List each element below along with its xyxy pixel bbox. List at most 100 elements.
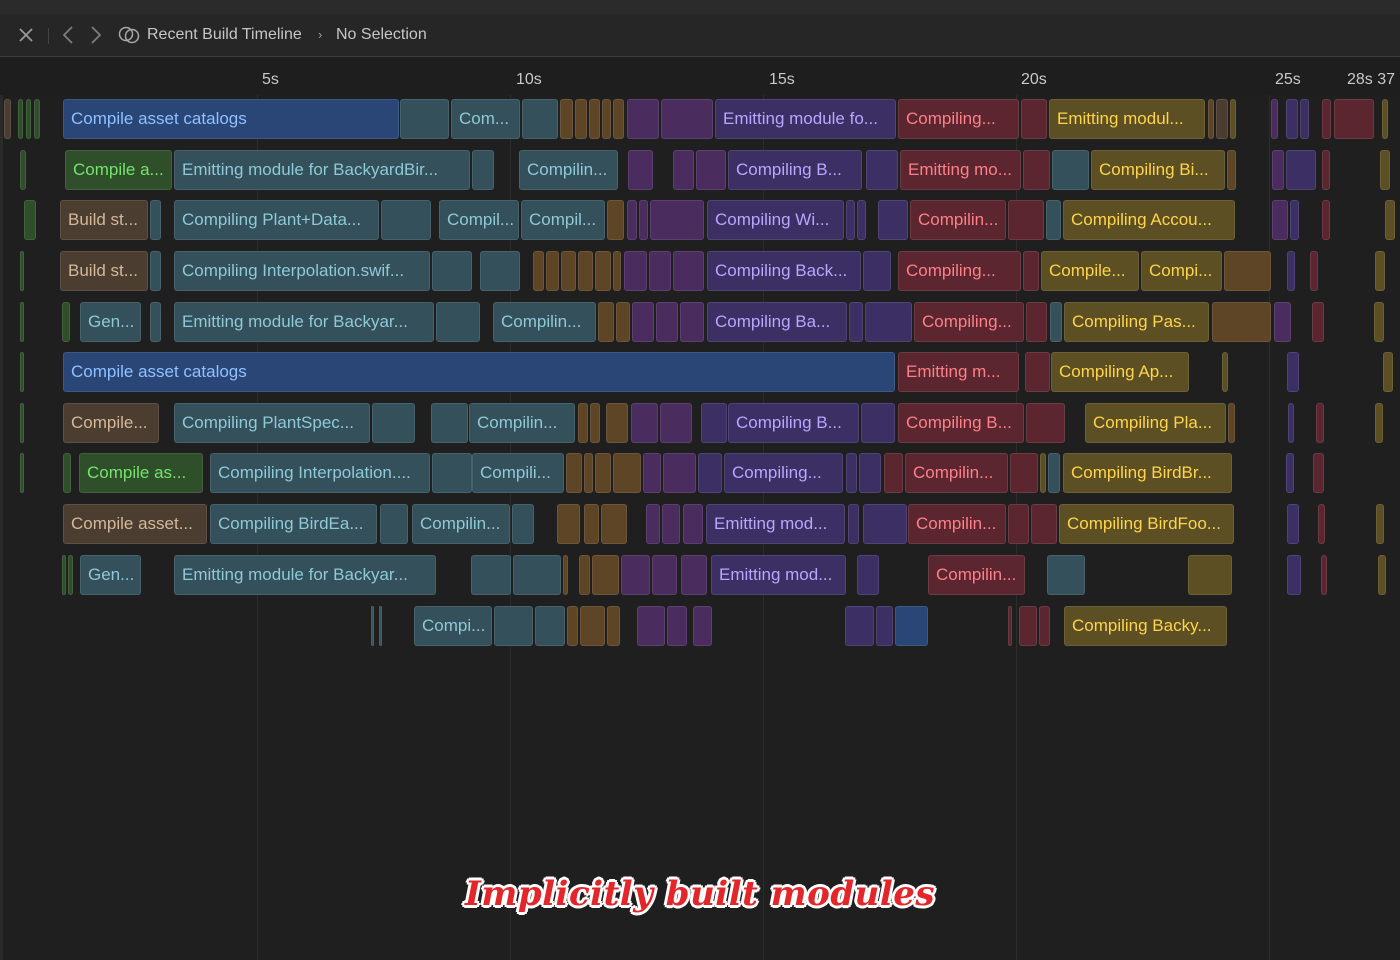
timeline-task-bar[interactable]: Emitting module for Backyar...	[174, 555, 436, 595]
timeline-task-bar[interactable]	[379, 606, 382, 646]
timeline-task-bar[interactable]	[557, 504, 580, 544]
timeline-task-bar[interactable]: Compil...	[521, 200, 605, 240]
timeline-task-bar[interactable]: Compiling...	[914, 302, 1024, 342]
timeline-task-bar[interactable]	[1008, 606, 1012, 646]
timeline-task-bar[interactable]: Emitting mod...	[706, 504, 845, 544]
timeline-task-bar[interactable]	[380, 504, 408, 544]
timeline-task-bar[interactable]	[1316, 403, 1324, 443]
timeline-task-bar[interactable]	[580, 606, 605, 646]
timeline-task-bar[interactable]	[863, 251, 891, 291]
timeline-task-bar[interactable]	[592, 555, 619, 595]
timeline-task-bar[interactable]	[432, 251, 472, 291]
timeline-task-bar[interactable]: Compiling...	[898, 251, 1021, 291]
timeline-task-bar[interactable]	[1322, 99, 1331, 139]
timeline-task-bar[interactable]	[1290, 200, 1299, 240]
timeline-task-bar[interactable]	[680, 302, 704, 342]
timeline-task-bar[interactable]	[150, 200, 161, 240]
timeline-task-bar[interactable]	[567, 606, 578, 646]
timeline-task-bar[interactable]	[1023, 251, 1039, 291]
timeline-task-bar[interactable]: Compiling B...	[898, 403, 1024, 443]
timeline-task-bar[interactable]	[575, 99, 587, 139]
timeline-task-bar[interactable]	[1050, 302, 1062, 342]
timeline-task-bar[interactable]: Compiling Pas...	[1064, 302, 1209, 342]
timeline-task-bar[interactable]: Emitting module for Backyar...	[174, 302, 434, 342]
timeline-task-bar[interactable]	[1216, 99, 1228, 139]
timeline-task-bar[interactable]	[866, 150, 898, 190]
timeline-task-bar[interactable]	[4, 99, 11, 139]
timeline-task-bar[interactable]	[63, 453, 71, 493]
timeline-task-bar[interactable]	[1188, 555, 1232, 595]
timeline-task-bar[interactable]: Compi...	[1141, 251, 1222, 291]
timeline-task-bar[interactable]	[522, 99, 558, 139]
timeline-task-bar[interactable]: Compilin...	[905, 453, 1008, 493]
timeline-task-bar[interactable]	[560, 99, 573, 139]
timeline-task-bar[interactable]	[848, 504, 859, 544]
timeline-task-bar[interactable]	[656, 302, 678, 342]
timeline-task-bar[interactable]	[661, 99, 713, 139]
timeline-task-bar[interactable]	[1040, 453, 1046, 493]
timeline-task-bar[interactable]: Compile...	[63, 403, 159, 443]
timeline-task-bar[interactable]: Build st...	[60, 200, 148, 240]
timeline-task-bar[interactable]	[512, 504, 534, 544]
timeline-task-bar[interactable]: Gen...	[80, 555, 141, 595]
timeline-task-bar[interactable]	[1025, 352, 1050, 392]
timeline-task-bar[interactable]	[639, 200, 648, 240]
timeline-task-bar[interactable]	[616, 302, 630, 342]
breadcrumb-title[interactable]: Recent Build Timeline	[147, 26, 302, 43]
timeline-task-bar[interactable]	[1047, 555, 1085, 595]
timeline-task-bar[interactable]	[1310, 251, 1318, 291]
timeline-task-bar[interactable]	[857, 200, 866, 240]
timeline-task-bar[interactable]	[1212, 302, 1271, 342]
timeline-task-bar[interactable]: Compile asset catalogs	[63, 352, 895, 392]
timeline-task-bar[interactable]: Compilin...	[908, 504, 1006, 544]
timeline-task-bar[interactable]: Compilin...	[412, 504, 510, 544]
timeline-task-bar[interactable]	[601, 504, 627, 544]
timeline-task-bar[interactable]	[1046, 200, 1061, 240]
timeline-task-bar[interactable]	[662, 504, 680, 544]
timeline-task-bar[interactable]	[20, 403, 24, 443]
timeline-task-bar[interactable]	[857, 555, 879, 595]
timeline-task-bar[interactable]	[1026, 403, 1065, 443]
timeline-task-bar[interactable]	[20, 453, 24, 493]
timeline-task-bar[interactable]: Compiling Ap...	[1051, 352, 1189, 392]
timeline-task-bar[interactable]: Emitting modul...	[1049, 99, 1205, 139]
timeline-task-bar[interactable]	[865, 302, 912, 342]
timeline-task-bar[interactable]: Compiling Pla...	[1085, 403, 1226, 443]
timeline-task-bar[interactable]	[578, 251, 593, 291]
timeline-task-bar[interactable]	[579, 555, 590, 595]
timeline-task-bar[interactable]	[1374, 302, 1384, 342]
timeline-task-bar[interactable]	[1288, 403, 1294, 443]
timeline-task-bar[interactable]	[1287, 251, 1295, 291]
timeline-task-bar[interactable]	[643, 453, 661, 493]
timeline-task-bar[interactable]	[1318, 504, 1325, 544]
timeline-task-bar[interactable]	[696, 150, 726, 190]
timeline-task-bar[interactable]	[20, 251, 24, 291]
timeline-task-bar[interactable]	[371, 606, 374, 646]
timeline-task-bar[interactable]: Build st...	[60, 251, 148, 291]
timeline-task-bar[interactable]: Emitting module for BackyardBir...	[174, 150, 470, 190]
timeline-task-bar[interactable]	[432, 453, 472, 493]
build-timeline[interactable]: Compile asset catalogs Com... Emitting m…	[0, 95, 1400, 655]
timeline-task-bar[interactable]	[513, 555, 561, 595]
timeline-task-bar[interactable]: Compile...	[1041, 251, 1139, 291]
timeline-task-bar[interactable]	[846, 200, 855, 240]
timeline-task-bar[interactable]: Compiling Interpolation.swif...	[174, 251, 430, 291]
timeline-task-bar[interactable]	[20, 302, 24, 342]
timeline-task-bar[interactable]	[372, 403, 415, 443]
timeline-task-bar[interactable]: Compi...	[414, 606, 492, 646]
timeline-task-bar[interactable]: Compiling B...	[728, 403, 859, 443]
timeline-task-bar[interactable]: Compiling BirdBr...	[1063, 453, 1232, 493]
timeline-task-bar[interactable]	[1287, 555, 1301, 595]
timeline-task-bar[interactable]	[652, 555, 677, 595]
timeline-task-bar[interactable]	[1222, 352, 1228, 392]
timeline-task-bar[interactable]: Compiling Bi...	[1091, 150, 1225, 190]
timeline-task-bar[interactable]	[480, 251, 520, 291]
timeline-task-bar[interactable]	[1287, 352, 1299, 392]
timeline-task-bar[interactable]	[646, 504, 660, 544]
timeline-task-bar[interactable]	[1228, 403, 1235, 443]
timeline-task-bar[interactable]	[859, 453, 881, 493]
timeline-task-bar[interactable]	[150, 251, 161, 291]
timeline-task-bar[interactable]	[1019, 606, 1037, 646]
timeline-task-bar[interactable]: Compile asset catalogs	[63, 99, 399, 139]
timeline-task-bar[interactable]	[1312, 302, 1324, 342]
